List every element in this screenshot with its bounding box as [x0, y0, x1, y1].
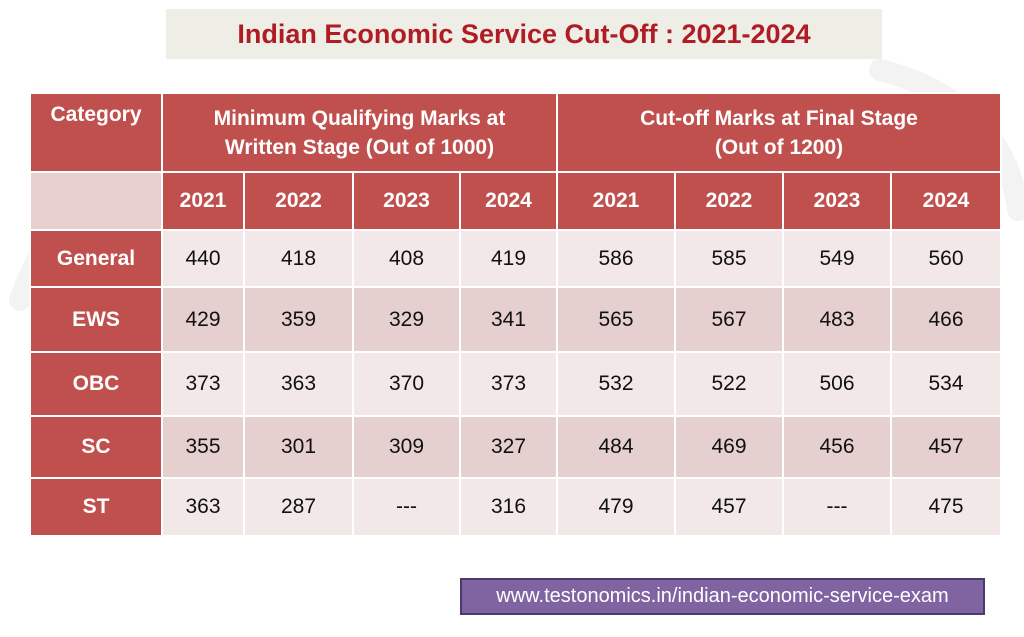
- table-row: ST 363 287 --- 316 479 457 --- 475: [29, 477, 1002, 537]
- table-cell: 355: [161, 415, 245, 479]
- table-cell: ---: [352, 477, 461, 537]
- cutoff-table: Category Minimum Qualifying Marks at Wri…: [29, 92, 1002, 537]
- year-header: 2021: [556, 171, 676, 231]
- table-cell: ---: [782, 477, 892, 537]
- table-cell: 363: [243, 351, 354, 417]
- year-header: 2022: [243, 171, 354, 231]
- table-cell: 585: [674, 229, 784, 288]
- year-header: 2021: [161, 171, 245, 231]
- table-cell: 565: [556, 286, 676, 353]
- year-header: 2024: [890, 171, 1002, 231]
- final-stage-header-line2: (Out of 1200): [714, 135, 844, 159]
- row-category: OBC: [29, 351, 163, 417]
- table-cell: 506: [782, 351, 892, 417]
- year-header: 2024: [459, 171, 558, 231]
- table-cell: 534: [890, 351, 1002, 417]
- final-stage-header-line1: Cut-off Marks at Final Stage: [640, 106, 918, 130]
- table-cell: 457: [890, 415, 1002, 479]
- year-header: 2023: [352, 171, 461, 231]
- table-cell: 429: [161, 286, 245, 353]
- table-cell: 373: [161, 351, 245, 417]
- table-cell: 316: [459, 477, 558, 537]
- row-category: SC: [29, 415, 163, 479]
- page-title: Indian Economic Service Cut-Off : 2021-2…: [166, 9, 882, 59]
- table-cell: 483: [782, 286, 892, 353]
- table-cell: 359: [243, 286, 354, 353]
- row-category: General: [29, 229, 163, 288]
- final-stage-header: Cut-off Marks at Final Stage (Out of 120…: [556, 92, 1002, 173]
- table-row: EWS 429 359 329 341 565 567 483 466: [29, 286, 1002, 353]
- year-header: 2022: [674, 171, 784, 231]
- row-category: ST: [29, 477, 163, 537]
- table-cell: 475: [890, 477, 1002, 537]
- table-cell: 560: [890, 229, 1002, 288]
- table-cell: 484: [556, 415, 676, 479]
- table-cell: 287: [243, 477, 354, 537]
- table-cell: 549: [782, 229, 892, 288]
- table-cell: 301: [243, 415, 354, 479]
- table-cell: 373: [459, 351, 558, 417]
- table-cell: 341: [459, 286, 558, 353]
- table-cell: 363: [161, 477, 245, 537]
- written-stage-header-line2: Written Stage (Out of 1000): [224, 135, 495, 159]
- table-cell: 329: [352, 286, 461, 353]
- table-cell: 532: [556, 351, 676, 417]
- table-cell: 440: [161, 229, 245, 288]
- category-header: Category: [29, 92, 163, 173]
- written-stage-header: Minimum Qualifying Marks at Written Stag…: [161, 92, 558, 173]
- table-cell: 469: [674, 415, 784, 479]
- empty-corner-cell: [29, 171, 163, 231]
- table-cell: 457: [674, 477, 784, 537]
- table-cell: 419: [459, 229, 558, 288]
- table-row: General 440 418 408 419 586 585 549 560: [29, 229, 1002, 288]
- table-cell: 327: [459, 415, 558, 479]
- table-cell: 408: [352, 229, 461, 288]
- table-cell: 466: [890, 286, 1002, 353]
- written-stage-header-line1: Minimum Qualifying Marks at: [213, 106, 506, 130]
- table-cell: 586: [556, 229, 676, 288]
- table-cell: 522: [674, 351, 784, 417]
- table-cell: 479: [556, 477, 676, 537]
- year-header: 2023: [782, 171, 892, 231]
- table-cell: 456: [782, 415, 892, 479]
- table-cell: 418: [243, 229, 354, 288]
- table-row: SC 355 301 309 327 484 469 456 457: [29, 415, 1002, 479]
- table-cell: 309: [352, 415, 461, 479]
- row-category: EWS: [29, 286, 163, 353]
- table-cell: 567: [674, 286, 784, 353]
- table-cell: 370: [352, 351, 461, 417]
- website-link[interactable]: www.testonomics.in/indian-economic-servi…: [460, 578, 985, 615]
- table-row: OBC 373 363 370 373 532 522 506 534: [29, 351, 1002, 417]
